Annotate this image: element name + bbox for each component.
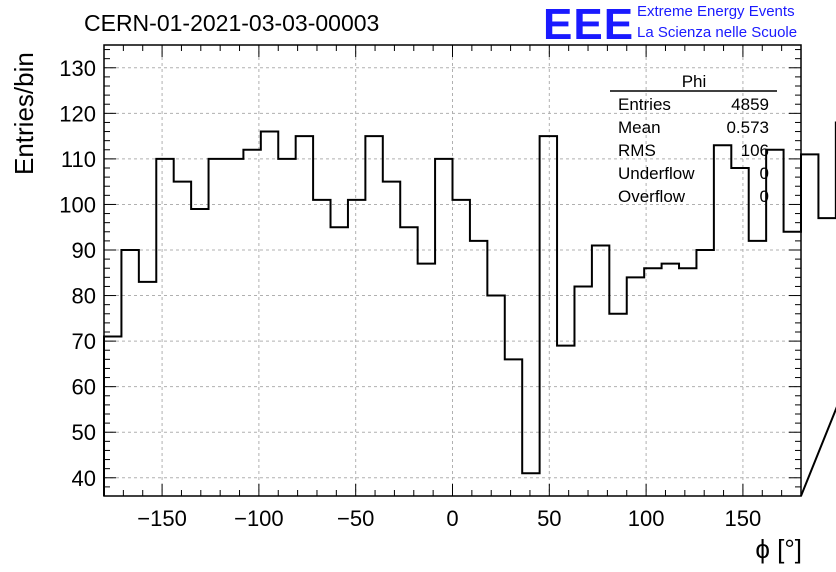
histogram-bin	[574, 286, 591, 496]
stats-row-value: 0.573	[726, 118, 769, 137]
x-tick-label: 50	[537, 506, 561, 531]
eee-logo: EEE	[543, 0, 635, 49]
histogram-bin	[784, 232, 801, 496]
histogram-bin	[609, 314, 626, 496]
histogram-bin	[400, 227, 417, 496]
histogram-bin	[209, 159, 226, 496]
histogram-bin	[801, 154, 818, 496]
y-tick-label: 120	[59, 101, 96, 126]
histogram-bin	[278, 159, 295, 496]
histogram-bin	[818, 218, 835, 496]
histogram-bin	[104, 337, 121, 496]
stats-row-label: Overflow	[618, 187, 686, 206]
logo-text-line1: Extreme Energy Events	[637, 3, 795, 20]
histogram-bin	[453, 200, 470, 496]
y-tick-label: 70	[72, 329, 96, 354]
histogram-bin	[487, 296, 504, 496]
y-tick-label: 130	[59, 56, 96, 81]
histogram-bin	[418, 264, 435, 496]
histogram-bin	[522, 473, 539, 496]
stats-row-value: 106	[741, 141, 769, 160]
histogram-bin	[243, 150, 260, 496]
histogram-bin	[121, 250, 138, 496]
histogram-bin	[470, 241, 487, 496]
x-tick-label: −50	[337, 506, 374, 531]
stats-row-value: 0	[760, 164, 769, 183]
y-tick-label: 100	[59, 192, 96, 217]
histogram-bin	[679, 268, 696, 496]
histogram-bin	[156, 159, 173, 496]
logo-text-line2: La Scienza nelle Scuole	[637, 24, 798, 41]
x-tick-label: 150	[725, 506, 762, 531]
histogram-bin	[313, 200, 330, 496]
histogram-bin	[191, 209, 208, 496]
x-tick-label: 0	[446, 506, 458, 531]
y-tick-label: 50	[72, 420, 96, 445]
histogram-bin	[226, 159, 243, 496]
x-axis-label: ϕ [°]	[755, 534, 802, 564]
y-tick-label: 90	[72, 238, 96, 263]
stats-row-value: 4859	[731, 95, 769, 114]
histogram-bin	[331, 227, 348, 496]
histogram-bin	[662, 264, 679, 496]
histogram-bin	[644, 268, 661, 496]
stats-row-label: Entries	[618, 95, 671, 114]
histogram-bin	[174, 182, 191, 496]
histogram-bin	[731, 168, 748, 496]
histogram-bin	[348, 200, 365, 496]
y-tick-label: 80	[72, 284, 96, 309]
histogram-bin	[540, 136, 557, 496]
histogram-bin	[261, 132, 278, 496]
histogram-bin	[383, 182, 400, 496]
stats-row-label: Mean	[618, 118, 661, 137]
histogram-bin	[365, 136, 382, 496]
x-tick-label: 100	[628, 506, 665, 531]
chart-title: CERN-01-2021-03-03-00003	[84, 10, 380, 36]
stats-row-label: RMS	[618, 141, 656, 160]
y-tick-label: 110	[61, 147, 96, 172]
stats-row-value: 0	[760, 187, 769, 206]
y-tick-label: 40	[72, 466, 96, 491]
histogram-bin	[749, 241, 766, 496]
histogram-bin	[714, 145, 731, 496]
histogram-bin	[296, 136, 313, 496]
histogram-bin	[627, 277, 644, 496]
histogram-bin	[435, 159, 452, 496]
histogram-bin	[592, 245, 609, 496]
stats-box-title: Phi	[682, 72, 707, 91]
x-tick-label: −100	[234, 506, 284, 531]
stats-row-label: Underflow	[618, 164, 695, 183]
x-tick-label: −150	[137, 506, 187, 531]
histogram-bin	[505, 359, 522, 496]
histogram-bin	[139, 282, 156, 496]
histogram-bin	[557, 346, 574, 496]
y-tick-label: 60	[72, 375, 96, 400]
histogram-bin	[696, 250, 713, 496]
